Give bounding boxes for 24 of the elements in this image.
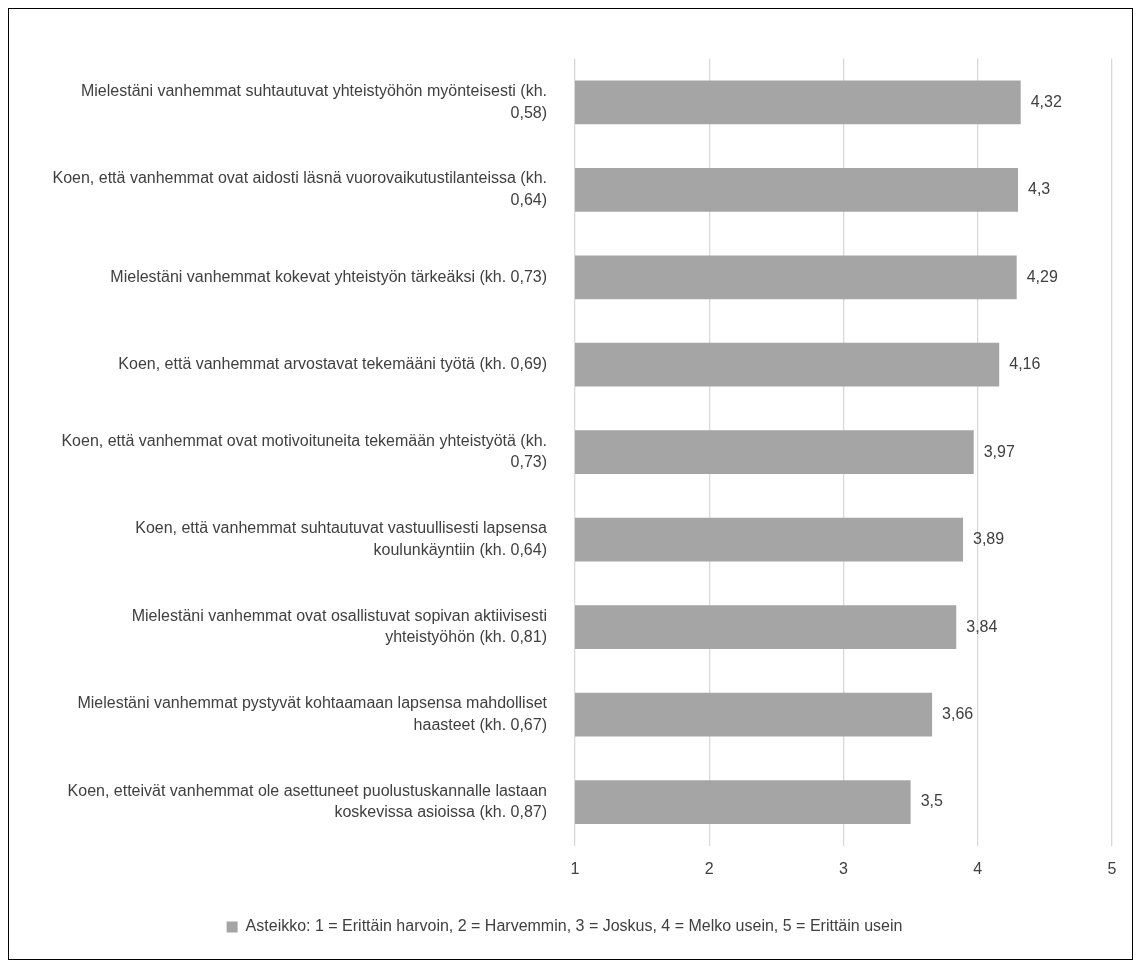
y-tick-label: Mielestäni vanhemmat kokevat yhteistyön tärkeäksi (kh. 0,73) xyxy=(110,267,547,285)
data-label: 3,97 xyxy=(983,442,1015,460)
x-tick-label: 3 xyxy=(839,859,849,877)
data-label: 4,3 xyxy=(1028,180,1051,198)
x-tick-label: 4 xyxy=(973,859,983,877)
y-tick-label: Koen, etteivät vanhemmat ole asettuneet puolustuskannalle lastaan koskevissa asioissa (kh. 0,87) xyxy=(67,781,547,821)
data-label: 3,5 xyxy=(920,792,943,810)
y-tick-label: Koen, että vanhemmat arvostavat tekemääni työtä (kh. 0,69) xyxy=(118,355,547,373)
y-tick-label: Mielestäni vanhemmat suhtautuvat yhteistyöhön myönteisesti (kh. 0,58) xyxy=(80,81,547,121)
data-label: 4,32 xyxy=(1030,92,1062,110)
data-label: 3,66 xyxy=(942,705,974,723)
y-tick-label: Koen, että vanhemmat ovat aidosti läsnä vuorovaikutustilanteissa (kh. 0,64) xyxy=(52,169,547,209)
x-tick-label: 2 xyxy=(704,859,714,877)
x-tick-label: 5 xyxy=(1107,859,1117,877)
data-label: 4,16 xyxy=(1009,355,1041,373)
data-label: 3,84 xyxy=(966,617,998,635)
y-tick-label: Koen, että vanhemmat suhtautuvat vastuullisesti lapsensa koulunkäyntiin (kh. 0,64) xyxy=(135,519,548,558)
y-tick-label: Mielestäni vanhemmat ovat osallistuvat sopivan aktiivisesti yhteistyöhön (kh. 0,81) xyxy=(131,606,547,646)
y-tick-label: Mielestäni vanhemmat pystyvät kohtaamaan lapsensa mahdolliset haasteet (kh. 0,67) xyxy=(77,694,548,733)
data-label: 4,29 xyxy=(1026,267,1058,285)
x-tick-label: 1 xyxy=(570,859,580,877)
data-label: 3,89 xyxy=(972,530,1005,548)
legend-label: Asteikko: 1 = Erittäin harvoin, 2 = Harvemmin, 3 = Joskus, 4 = Melko usein, 5 = Erittäin usein xyxy=(245,917,903,935)
y-tick-label: Koen, että vanhemmat ovat motivoituneita tekemään yhteistyötä (kh. 0,73) xyxy=(61,431,547,471)
